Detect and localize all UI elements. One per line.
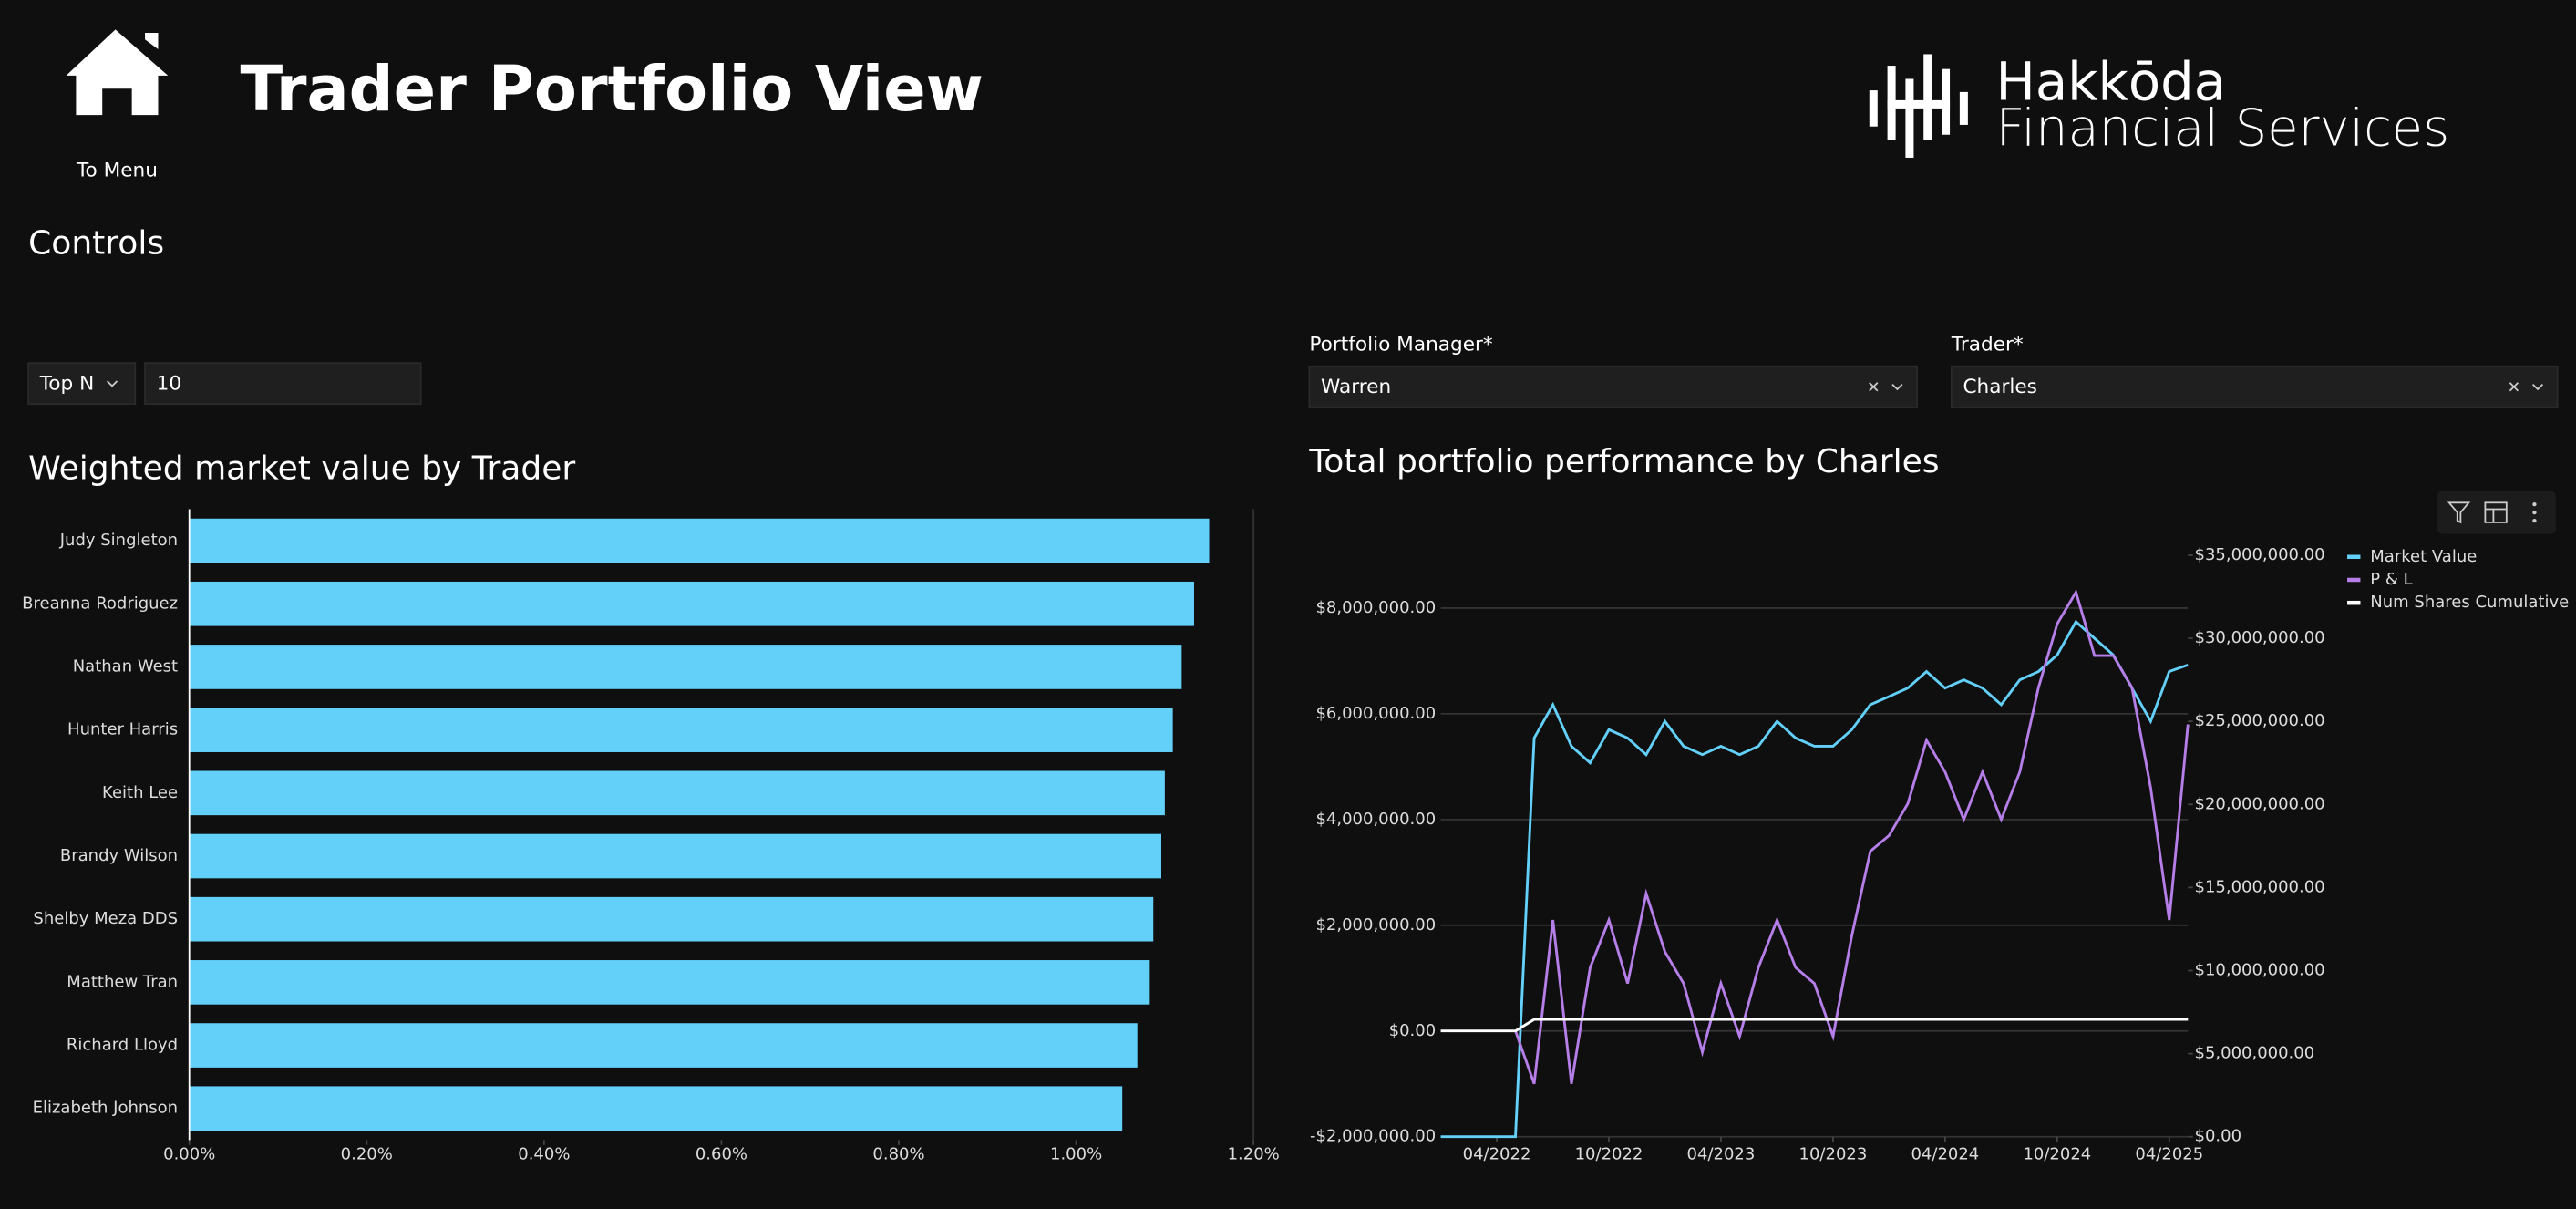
x-tick-label: 04/2022 bbox=[1463, 1145, 1531, 1164]
logo-text: Hakkōda bbox=[1996, 50, 2227, 112]
y2-tick-label: $20,000,000.00 bbox=[2195, 794, 2325, 813]
y-tick-label: $6,000,000.00 bbox=[1315, 704, 1436, 723]
filter-icon[interactable] bbox=[2447, 501, 2471, 524]
logo-text: Financial Services bbox=[1996, 98, 2450, 158]
legend-label: P & L bbox=[2370, 570, 2412, 589]
y2-tick-label: $15,000,000.00 bbox=[2195, 877, 2325, 896]
legend-label: Num Shares Cumulative bbox=[2370, 593, 2569, 612]
x-tick-label: 0.80% bbox=[872, 1145, 924, 1164]
y-tick-label: $8,000,000.00 bbox=[1315, 598, 1436, 617]
bar bbox=[189, 896, 1154, 942]
chart-title: Weighted market value by Trader bbox=[28, 450, 575, 487]
home-icon bbox=[66, 29, 169, 116]
x-tick-label: 0.20% bbox=[341, 1145, 393, 1164]
y-tick-label: Matthew Tran bbox=[67, 972, 178, 991]
menu-label[interactable]: To Menu bbox=[76, 159, 158, 181]
bar bbox=[189, 581, 1194, 626]
field-label: Portfolio Manager* bbox=[1309, 333, 1492, 356]
chevron bbox=[106, 380, 118, 388]
table-icon[interactable] bbox=[2484, 501, 2508, 523]
more-icon bbox=[2532, 518, 2537, 523]
y-tick-label: Shelby Meza DDS bbox=[33, 909, 178, 928]
bar bbox=[189, 645, 1182, 689]
chart-toolbar bbox=[2437, 491, 2556, 534]
menu-button[interactable]: To Menu bbox=[66, 29, 169, 181]
bar bbox=[189, 708, 1173, 752]
more-icon bbox=[2532, 510, 2537, 515]
y-tick-label: $0.00 bbox=[1389, 1021, 1437, 1040]
y-tick-label: Judy Singleton bbox=[59, 531, 178, 550]
y-tick-label: -$2,000,000.00 bbox=[1310, 1127, 1436, 1146]
series-line bbox=[1514, 588, 2190, 1085]
y2-tick-label: $0.00 bbox=[2195, 1127, 2242, 1146]
x-tick-label: 04/2025 bbox=[2135, 1145, 2203, 1164]
y-tick-label: Nathan West bbox=[73, 656, 178, 676]
logo: Hakkōda Financial Services bbox=[1869, 50, 2450, 158]
logo-bar bbox=[1959, 91, 1968, 125]
topn-select[interactable]: Top N bbox=[27, 362, 137, 406]
select-box[interactable] bbox=[27, 362, 137, 406]
pm-select[interactable] bbox=[1308, 365, 1918, 408]
y-tick-label: Breanna Rodriguez bbox=[22, 594, 178, 613]
x-tick-label: 10/2023 bbox=[1799, 1145, 1868, 1164]
input-value: 10 bbox=[157, 373, 182, 396]
logo-bar bbox=[1869, 90, 1878, 127]
x-tick-label: 1.00% bbox=[1050, 1145, 1102, 1164]
select-icons[interactable] bbox=[1869, 382, 1903, 392]
y-tick-label: Keith Lee bbox=[102, 783, 178, 802]
table-icon-lines bbox=[2485, 508, 2507, 522]
page-title: Trader Portfolio View bbox=[241, 53, 984, 126]
series-line bbox=[1440, 1018, 2189, 1033]
y-tick-label: $4,000,000.00 bbox=[1315, 810, 1436, 829]
bar bbox=[189, 833, 1161, 879]
x-tick-label: 1.20% bbox=[1228, 1145, 1280, 1164]
x-tick-label: 0.00% bbox=[163, 1145, 215, 1164]
x-tick-label: 0.40% bbox=[518, 1145, 570, 1164]
series-line bbox=[1440, 619, 2189, 1139]
y-tick-label: Elizabeth Johnson bbox=[33, 1099, 178, 1118]
x-tick-label: 04/2023 bbox=[1687, 1145, 1756, 1164]
controls-heading: Controls bbox=[28, 224, 164, 262]
bar bbox=[189, 1023, 1138, 1068]
more-icon[interactable] bbox=[2532, 501, 2537, 507]
y-tick-label: Hunter Harris bbox=[67, 720, 178, 739]
y-tick-label: $2,000,000.00 bbox=[1315, 915, 1436, 935]
x-tick-label: 04/2024 bbox=[1911, 1145, 1979, 1164]
legend-label: Market Value bbox=[2370, 547, 2477, 566]
logo-bar bbox=[1923, 54, 1932, 140]
number-input[interactable] bbox=[144, 362, 422, 406]
select-value: Top N bbox=[39, 373, 95, 396]
x-tick-label: 0.60% bbox=[696, 1145, 747, 1164]
bar bbox=[189, 518, 1210, 563]
chart-title: Total portfolio performance by Charles bbox=[1308, 443, 1939, 480]
bar bbox=[189, 960, 1150, 1005]
x-tick-label: 10/2022 bbox=[1575, 1145, 1643, 1164]
y2-tick-label: $30,000,000.00 bbox=[2195, 628, 2325, 647]
logo-bar bbox=[1887, 99, 1951, 108]
field-label: Trader* bbox=[1951, 333, 2024, 356]
y-tick-label: Richard Lloyd bbox=[67, 1036, 178, 1055]
select-value: Warren bbox=[1321, 376, 1391, 398]
x-tick-label: 10/2024 bbox=[2023, 1145, 2091, 1164]
trader-select[interactable] bbox=[1950, 365, 2559, 408]
toolbar-bg bbox=[2437, 491, 2556, 534]
bar bbox=[189, 1086, 1123, 1132]
y2-tick-label: $10,000,000.00 bbox=[2195, 961, 2325, 980]
y2-tick-label: $25,000,000.00 bbox=[2195, 711, 2325, 730]
select-value: Charles bbox=[1963, 376, 2036, 398]
y2-tick-label: $5,000,000.00 bbox=[2195, 1044, 2315, 1063]
bar bbox=[189, 770, 1165, 816]
y-tick-label: Brandy Wilson bbox=[60, 846, 178, 865]
y2-tick-label: $35,000,000.00 bbox=[2195, 545, 2325, 564]
select-icons[interactable] bbox=[2509, 382, 2544, 392]
logo-bar bbox=[1905, 78, 1914, 158]
